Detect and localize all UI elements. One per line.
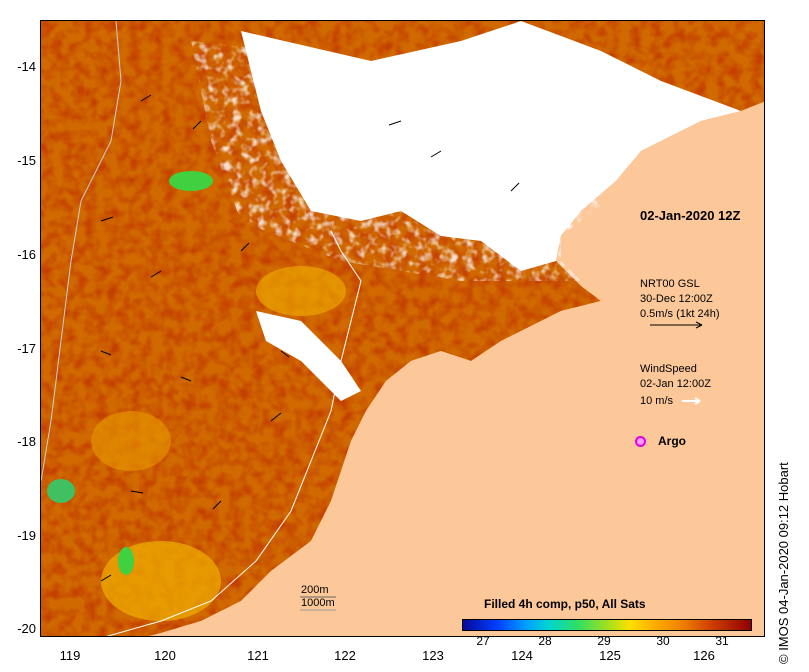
lat-label: -17	[17, 341, 36, 356]
bathymetry-1000m	[41, 21, 122, 482]
bathymetry-200m	[106, 230, 362, 636]
colorbar-label: 27	[476, 634, 490, 648]
lat-label: -19	[17, 528, 36, 543]
green-patch	[118, 547, 134, 575]
wind-legend-title: WindSpeed	[640, 363, 697, 375]
wind-scale-arrow-icon	[682, 397, 701, 405]
lat-label: -20	[17, 621, 36, 636]
land-mass	[149, 101, 764, 636]
current-legend-time: 30-Dec 12:00Z	[640, 293, 713, 305]
lon-label: 123	[422, 648, 444, 663]
wind-legend-scale: 10 m/s	[640, 395, 674, 407]
lat-label: -18	[17, 434, 36, 449]
date-label: 02-Jan-2020 12Z	[640, 208, 741, 223]
colorbar-label: 30	[656, 634, 670, 648]
lat-label: -16	[17, 247, 36, 262]
lon-label: 126	[693, 648, 715, 663]
current-scale-arrow-icon	[650, 321, 703, 329]
lat-label: -14	[17, 59, 36, 74]
depth-legend-lines	[300, 596, 336, 611]
green-patch	[47, 479, 75, 503]
argo-marker-icon	[635, 436, 646, 447]
colorbar-title: Filled 4h comp, p50, All Sats	[484, 597, 646, 611]
lon-label: 119	[59, 648, 81, 663]
lon-label: 121	[247, 648, 269, 663]
cloud-noise	[191, 41, 601, 281]
lon-label: 125	[599, 648, 621, 663]
depth-label-1000: 1000m	[301, 597, 335, 609]
depth-label-200: 200m	[301, 584, 329, 596]
wind-legend-time: 02-Jan 12:00Z	[640, 378, 711, 390]
current-legend-title: NRT00 GSL	[640, 278, 700, 290]
lon-label: 120	[154, 648, 176, 663]
cloud-area	[256, 311, 361, 401]
colorbar-label: 29	[597, 634, 611, 648]
yellow-patch	[91, 411, 171, 471]
argo-label: Argo	[658, 434, 686, 448]
lat-label: -15	[17, 153, 36, 168]
colorbar-label: 28	[538, 634, 552, 648]
colorbar-label: 31	[715, 634, 729, 648]
lon-label: 124	[511, 648, 533, 663]
current-legend-scale: 0.5m/s (1kt 24h)	[640, 308, 720, 320]
colorbar	[462, 619, 752, 631]
yellow-patch	[101, 541, 221, 621]
lon-label: 122	[334, 648, 356, 663]
current-arrows	[100, 94, 520, 582]
yellow-patch	[256, 266, 346, 316]
sst-map	[40, 20, 765, 637]
sst-field	[41, 21, 764, 636]
green-patch	[169, 171, 213, 191]
copyright-text: © IMOS 04-Jan-2020 09:12 Hobart	[776, 462, 791, 664]
